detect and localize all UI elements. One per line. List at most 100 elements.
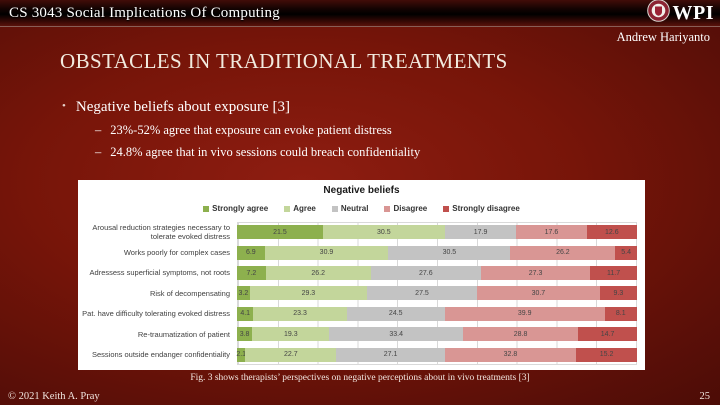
bar-value: 30.7 xyxy=(531,289,546,297)
legend-swatch-icon xyxy=(331,205,338,212)
bar-segment: 3.2 xyxy=(237,286,250,301)
bar-value: 33.4 xyxy=(389,330,403,338)
bar-segment: 24.5 xyxy=(346,306,445,321)
bar-value: 14.7 xyxy=(600,330,615,338)
author-name: Andrew Hariyanto xyxy=(616,30,710,44)
legend-item: Disagree xyxy=(384,204,427,213)
bar-segment: 28.8 xyxy=(462,327,579,342)
category-label: Arousal reduction strategies necessary t… xyxy=(92,222,230,242)
bar-segment: 2.1 xyxy=(236,347,247,362)
bar-segment: 4.1 xyxy=(237,306,254,321)
stacked-bar: 7.2 26.2 27.6 27.3 11.7 xyxy=(237,266,637,281)
bar-row: Sessions outside endanger confidentialit… xyxy=(82,345,637,365)
bar-value: 3.8 xyxy=(239,330,250,338)
bar-segment: 30.7 xyxy=(476,286,600,301)
bar-segment: 30.5 xyxy=(322,225,445,240)
bar-value: 30.9 xyxy=(319,249,334,257)
legend-swatch-icon xyxy=(203,205,210,212)
bar-segment: 27.6 xyxy=(370,266,481,281)
bar-row: Adressess superficial symptoms, not root… xyxy=(82,263,637,283)
bar-segment: 39.9 xyxy=(444,306,605,321)
bar-row: Pat. have difficulty tolerating evoked d… xyxy=(82,304,637,324)
bar-value: 5.4 xyxy=(621,249,632,257)
bar-value: 2.1 xyxy=(236,351,247,359)
legend-item: Strongly agree xyxy=(203,204,268,213)
bar-value: 26.2 xyxy=(311,269,325,277)
copyright: © 2021 Keith A. Pray xyxy=(8,391,100,402)
wpi-seal-icon xyxy=(646,0,670,27)
bullet-list: Negative beliefs about exposure [3] 23%-… xyxy=(62,99,420,160)
legend-item: Agree xyxy=(284,204,316,213)
stacked-bar: 4.1 23.3 24.5 39.9 8.1 xyxy=(237,306,637,321)
bar-segment: 26.2 xyxy=(265,266,371,281)
stacked-bar: 3.2 29.3 27.5 30.7 9.3 xyxy=(237,286,637,301)
bar-value: 8.1 xyxy=(615,310,626,318)
bar-segment: 29.3 xyxy=(249,286,367,301)
legend-label: Strongly agree xyxy=(212,204,269,213)
bar-segment: 33.4 xyxy=(329,327,463,342)
stacked-bar: 6.9 30.9 30.5 26.2 5.4 xyxy=(237,245,637,260)
bar-segment: 23.3 xyxy=(253,306,347,321)
legend-swatch-icon xyxy=(384,205,391,212)
bar-value: 28.8 xyxy=(513,330,528,338)
stacked-bar: 3.8 19.3 33.4 28.8 14.7 xyxy=(237,327,637,342)
chart-rows: Arousal reduction strategies necessary t… xyxy=(82,222,637,365)
bar-value: 15.2 xyxy=(599,351,614,359)
bar-row: Works poorly for complex cases 6.9 30.9 30.… xyxy=(82,242,637,262)
bar-segment: 17.6 xyxy=(516,225,587,240)
chart-title: Negative beliefs xyxy=(323,185,400,196)
bar-segment: 30.5 xyxy=(388,245,511,260)
chart-panel: Negative beliefs Strongly agree Agree Neut… xyxy=(78,180,645,370)
bar-value: 9.3 xyxy=(613,289,624,297)
bar-segment: 27.5 xyxy=(366,286,477,301)
stacked-bar: 2.1 22.7 27.1 32.8 15.2 xyxy=(236,347,637,362)
legend-label: Neutral xyxy=(340,204,369,213)
bar-value: 23.3 xyxy=(293,310,307,318)
header-bar: CS 3043 Social Implications Of Computing… xyxy=(0,0,720,27)
bar-segment: 27.1 xyxy=(336,347,445,362)
bar-value: 17.9 xyxy=(473,228,488,236)
legend-swatch-icon xyxy=(443,205,450,212)
bar-value: 30.5 xyxy=(377,228,391,236)
bar-segment: 32.8 xyxy=(444,347,577,362)
category-label: Works poorly for complex cases xyxy=(123,247,230,257)
bar-segment: 5.4 xyxy=(615,245,637,260)
bar-segment: 26.2 xyxy=(510,245,616,260)
bar-value: 29.3 xyxy=(301,289,316,297)
bar-value: 30.5 xyxy=(442,249,457,257)
bar-segment: 12.6 xyxy=(586,225,637,240)
sub-bullet-item: 24.8% agree that in vivo sessions could … xyxy=(62,145,420,160)
legend-label: Strongly disagree xyxy=(452,204,520,213)
bar-value: 27.6 xyxy=(418,269,433,277)
bar-value: 7.2 xyxy=(246,269,257,277)
legend-swatch-icon xyxy=(284,205,291,212)
bar-segment: 7.2 xyxy=(237,266,266,281)
bar-value: 21.5 xyxy=(273,228,287,236)
bar-value: 27.5 xyxy=(415,289,429,297)
bar-segment: 15.2 xyxy=(576,347,637,362)
bar-value: 17.6 xyxy=(544,228,559,236)
bar-segment: 30.9 xyxy=(264,245,389,260)
bar-segment: 22.7 xyxy=(245,347,337,362)
bar-segment: 6.9 xyxy=(237,245,265,260)
wpi-logo-text: WPI xyxy=(672,1,714,24)
category-label: Adressess superficial symptoms, not root… xyxy=(89,268,230,278)
bar-value: 3.2 xyxy=(238,289,249,297)
bar-segment: 11.7 xyxy=(590,266,637,281)
legend-item: Strongly disagree xyxy=(443,204,520,213)
bar-value: 39.9 xyxy=(517,310,532,318)
bar-value: 12.6 xyxy=(604,228,619,236)
bar-segment: 21.5 xyxy=(237,225,323,240)
bar-segment: 17.9 xyxy=(444,225,517,240)
category-label: Pat. have difficulty tolerating evoked d… xyxy=(82,309,230,319)
sub-bullet-item: 23%-52% agree that exposure can evoke pa… xyxy=(62,123,420,138)
course-title: CS 3043 Social Implications Of Computing xyxy=(9,4,280,21)
bar-segment: 3.8 xyxy=(237,327,253,342)
bar-value: 27.3 xyxy=(528,269,543,277)
figure-caption: Fig. 3 shows therapists’ perspectives on… xyxy=(190,373,530,383)
bar-value: 27.1 xyxy=(383,351,398,359)
bar-row: Risk of decompensating 3.2 29.3 27.5 30.7 9.3 xyxy=(82,283,637,303)
bar-value: 19.3 xyxy=(283,330,298,338)
page-number: 25 xyxy=(699,391,711,402)
category-label: Risk of decompensating xyxy=(149,288,230,298)
